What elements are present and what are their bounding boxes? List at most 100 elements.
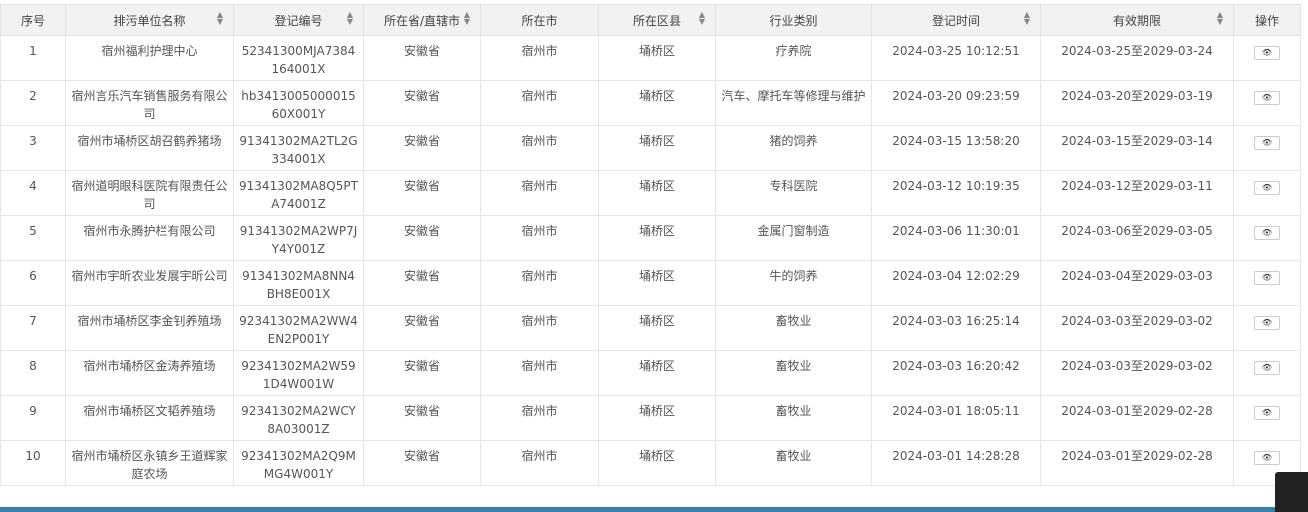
eye-icon: 👁 <box>1261 228 1273 237</box>
table-cell: 5 <box>0 215 66 261</box>
table-cell: 宿州市 <box>480 395 599 441</box>
table-cell: 宿州道明眼科医院有限责任公司 <box>65 170 234 216</box>
table-cell: 安徽省 <box>363 80 481 126</box>
floating-widget[interactable] <box>1275 472 1308 512</box>
sort-icon[interactable]: ▲ ▼ <box>346 10 353 26</box>
table-cell: 埇桥区 <box>598 440 716 486</box>
table-cell: 2024-03-20至2029-03-19 <box>1040 80 1234 126</box>
column-header[interactable]: 所在省/直辖市 ▲ ▼ <box>363 4 481 36</box>
table-cell: 2024-03-03 16:20:42 <box>871 350 1041 396</box>
table-row: 9 宿州市埇桥区文韬养殖场 92341302MA2WCY8A03001Z 安徽省 宿州市… <box>0 395 1301 441</box>
action-cell: 👁 <box>1233 80 1301 126</box>
table-cell: 2024-03-25至2029-03-24 <box>1040 35 1234 81</box>
table-cell: 专科医院 <box>715 170 872 216</box>
table-row: 4 宿州道明眼科医院有限责任公司 91341302MA8Q5PTA74001Z 安徽省… <box>0 170 1301 216</box>
action-cell: 👁 <box>1233 125 1301 171</box>
column-header[interactable]: 登记时间 ▲ ▼ <box>871 4 1041 36</box>
table-cell: 2024-03-15至2029-03-14 <box>1040 125 1234 171</box>
sort-icon[interactable]: ▲ ▼ <box>698 10 705 26</box>
eye-icon: 👁 <box>1261 453 1273 462</box>
table-cell: 3 <box>0 125 66 171</box>
view-button[interactable]: 👁 <box>1254 226 1280 240</box>
table-cell: 2024-03-01 18:05:11 <box>871 395 1041 441</box>
table-cell: 宿州市 <box>480 440 599 486</box>
column-header-label: 排污单位名称 <box>113 13 186 28</box>
sort-icon[interactable]: ▲ ▼ <box>463 10 470 26</box>
table-cell: 91341302MA8Q5PTA74001Z <box>233 170 364 216</box>
table-row: 7 宿州市埇桥区李金钊养殖场 92341302MA2WW4EN2P001Y 安徽省 宿州… <box>0 305 1301 351</box>
table-cell: 2024-03-12至2029-03-11 <box>1040 170 1234 216</box>
table-cell: 安徽省 <box>363 125 481 171</box>
column-header[interactable]: 所在区县 ▲ ▼ <box>598 4 716 36</box>
table-cell: 安徽省 <box>363 440 481 486</box>
column-header[interactable]: 登记编号 ▲ ▼ <box>233 4 364 36</box>
view-button[interactable]: 👁 <box>1254 406 1280 420</box>
column-header-label: 所在省/直辖市 <box>383 13 461 28</box>
action-cell: 👁 <box>1233 395 1301 441</box>
view-button[interactable]: 👁 <box>1254 361 1280 375</box>
table-cell: 2024-03-06 11:30:01 <box>871 215 1041 261</box>
sort-icon[interactable]: ▲ ▼ <box>1023 10 1030 26</box>
view-button[interactable]: 👁 <box>1254 46 1280 60</box>
table-cell: 2024-03-06至2029-03-05 <box>1040 215 1234 261</box>
table-cell: 汽车、摩托车等修理与维护 <box>715 80 872 126</box>
table-cell: 10 <box>0 440 66 486</box>
table-cell: 埇桥区 <box>598 125 716 171</box>
view-button[interactable]: 👁 <box>1254 181 1280 195</box>
table-cell: 安徽省 <box>363 350 481 396</box>
view-button[interactable]: 👁 <box>1254 451 1280 465</box>
table-cell: 金属门窗制造 <box>715 215 872 261</box>
table-cell: 1 <box>0 35 66 81</box>
table-cell: 畜牧业 <box>715 305 872 351</box>
table-cell: 埇桥区 <box>598 305 716 351</box>
column-header[interactable]: 排污单位名称 ▲ ▼ <box>65 4 234 36</box>
table-cell: 2024-03-20 09:23:59 <box>871 80 1041 126</box>
sort-icon[interactable]: ▲ ▼ <box>1216 10 1223 26</box>
column-header: 操作 <box>1233 4 1301 36</box>
view-button[interactable]: 👁 <box>1254 271 1280 285</box>
table-cell: 宿州市 <box>480 125 599 171</box>
table-cell: 宿州市 <box>480 260 599 306</box>
view-button[interactable]: 👁 <box>1254 136 1280 150</box>
table-row: 10 宿州市埇桥区永镇乡王道辉家庭农场 92341302MA2Q9MMG4W001Y… <box>0 440 1301 486</box>
action-cell: 👁 <box>1233 260 1301 306</box>
table-row: 8 宿州市埇桥区金涛养殖场 92341302MA2W591D4W001W 安徽省 宿州市… <box>0 350 1301 396</box>
eye-icon: 👁 <box>1261 363 1273 372</box>
table-cell: 安徽省 <box>363 260 481 306</box>
table-cell: 2 <box>0 80 66 126</box>
table-cell: 宿州市 <box>480 80 599 126</box>
table-cell: 宿州市埇桥区金涛养殖场 <box>65 350 234 396</box>
table-cell: 埇桥区 <box>598 170 716 216</box>
action-cell: 👁 <box>1233 215 1301 261</box>
table-cell: 2024-03-04 12:02:29 <box>871 260 1041 306</box>
sort-icon[interactable]: ▲ ▼ <box>216 10 223 26</box>
column-header: 所在市 <box>480 4 599 36</box>
table-cell: 埇桥区 <box>598 215 716 261</box>
eye-icon: 👁 <box>1261 138 1273 147</box>
table-cell: 91341302MA2WP7JY4Y001Z <box>233 215 364 261</box>
table-cell: 宿州市宇昕农业发展宇昕公司 <box>65 260 234 306</box>
column-header-label: 有效期限 <box>1112 13 1161 28</box>
table-cell: 埇桥区 <box>598 35 716 81</box>
action-cell: 👁 <box>1233 170 1301 216</box>
table-cell: 8 <box>0 350 66 396</box>
table-cell: 宿州市埇桥区李金钊养殖场 <box>65 305 234 351</box>
table-cell: 宿州市 <box>480 305 599 351</box>
table-cell: 宿州市 <box>480 215 599 261</box>
column-header[interactable]: 有效期限 ▲ ▼ <box>1040 4 1234 36</box>
table-cell: 宿州市埇桥区永镇乡王道辉家庭农场 <box>65 440 234 486</box>
table-row: 1 宿州福利护理中心 52341300MJA7384164001X 安徽省 宿州市 埇桥区… <box>0 35 1301 81</box>
view-button[interactable]: 👁 <box>1254 316 1280 330</box>
table-cell: 宿州市 <box>480 350 599 396</box>
table-cell: 埇桥区 <box>598 260 716 306</box>
table-cell: 92341302MA2W591D4W001W <box>233 350 364 396</box>
table-cell: 91341302MA2TL2G334001X <box>233 125 364 171</box>
table-cell: 牛的饲养 <box>715 260 872 306</box>
table-cell: 92341302MA2WCY8A03001Z <box>233 395 364 441</box>
table-cell: 92341302MA2WW4EN2P001Y <box>233 305 364 351</box>
table-cell: 9 <box>0 395 66 441</box>
table-row: 5 宿州市永腾护栏有限公司 91341302MA2WP7JY4Y001Z 安徽省 宿州市… <box>0 215 1301 261</box>
view-button[interactable]: 👁 <box>1254 91 1280 105</box>
table-cell: 宿州市永腾护栏有限公司 <box>65 215 234 261</box>
table-row: 2 宿州言乐汽车销售服务有限公司 hb341300500001560X001Y 安徽省… <box>0 80 1301 126</box>
